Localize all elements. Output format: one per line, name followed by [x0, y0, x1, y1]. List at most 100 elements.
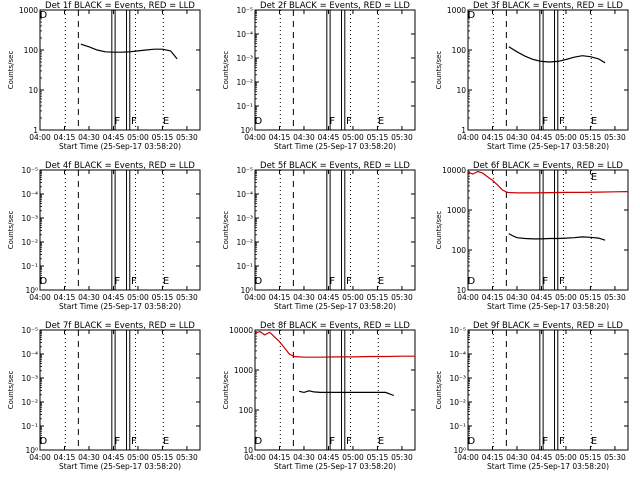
event-marker-label: D — [468, 436, 476, 447]
y-tick-label: 10⁻⁴ — [449, 350, 466, 359]
x-axis-label: Start Time (25-Sep-17 03:58:20) — [274, 462, 396, 471]
x-tick-label: 04:00 — [457, 133, 479, 142]
chart-title: Det 4f BLACK = Events, RED = LLD — [45, 161, 195, 171]
y-tick-label: 1000 — [447, 6, 466, 15]
y-tick-label: 10⁰ — [25, 286, 38, 295]
x-tick-label: 05:15 — [367, 293, 389, 302]
event-marker-label: E — [591, 436, 597, 447]
chart-title: Det 3f BLACK = Events, RED = LLD — [473, 1, 623, 11]
x-tick-label: 05:00 — [555, 453, 577, 462]
event-marker-label: F — [114, 276, 120, 287]
plot-frame — [39, 169, 201, 291]
y-tick-label: 10⁰ — [240, 286, 253, 295]
chart-title: Det 9f BLACK = Events, RED = LLD — [473, 321, 623, 331]
event-marker-label: F — [329, 116, 335, 127]
data-series-line — [80, 43, 178, 60]
y-tick-label: 10⁻² — [21, 238, 38, 247]
data-series-line — [467, 170, 629, 194]
y-axis-label: Counts/sec — [222, 51, 230, 90]
data-series-line — [254, 330, 415, 358]
x-tick-label: 05:00 — [555, 133, 577, 142]
x-tick-label: 04:45 — [103, 453, 125, 462]
x-axis-label: Start Time (25-Sep-17 03:58:20) — [274, 302, 396, 311]
data-series-line — [508, 233, 606, 241]
x-axis-label: Start Time (25-Sep-17 03:58:20) — [487, 462, 609, 471]
x-tick-label: 05:00 — [342, 453, 364, 462]
event-marker-label: F — [131, 116, 137, 127]
y-axis-label: Counts/sec — [7, 211, 15, 250]
x-tick-label: 04:15 — [269, 453, 291, 462]
x-tick-label: 05:30 — [391, 293, 413, 302]
y-tick-label: 10⁻⁵ — [236, 6, 253, 15]
x-tick-label: 04:30 — [293, 293, 315, 302]
x-tick-label: 04:45 — [318, 133, 340, 142]
x-tick-label: 05:15 — [152, 293, 174, 302]
event-marker-label: D — [40, 276, 48, 287]
y-tick-label: 10⁻⁴ — [21, 190, 38, 199]
x-tick-label: 04:00 — [29, 293, 51, 302]
chart-panel: Det 9f BLACK = Events, RED = LLD 10⁰ 10⁻¹ 1… — [435, 321, 629, 471]
x-tick-label: 05:00 — [127, 453, 149, 462]
event-marker-label: F — [346, 436, 352, 447]
event-marker-label: F — [131, 436, 137, 447]
x-tick-label: 05:30 — [176, 293, 198, 302]
x-tick-label: 04:45 — [318, 453, 340, 462]
event-marker-label: F — [542, 276, 548, 287]
event-marker-label: D — [40, 436, 48, 447]
plot-frame — [254, 329, 416, 451]
chart-panel: Det 7f BLACK = Events, RED = LLD 10⁰ 10⁻¹ 1… — [7, 321, 201, 471]
y-tick-label: 1 — [461, 126, 466, 135]
y-tick-label: 10⁻⁵ — [21, 166, 38, 175]
y-tick-label: 10⁻² — [449, 398, 466, 407]
x-tick-label: 04:00 — [29, 453, 51, 462]
x-tick-label: 05:30 — [176, 453, 198, 462]
data-series-line — [508, 46, 606, 64]
y-axis-label: Counts/sec — [222, 211, 230, 250]
chart-panel: Det 8f BLACK = Events, RED = LLD 10 100 100… — [222, 321, 416, 471]
event-marker-label: D — [255, 276, 263, 287]
event-marker-label: F — [114, 436, 120, 447]
x-axis-label: Start Time (25-Sep-17 03:58:20) — [59, 302, 181, 311]
plot-frame — [467, 169, 629, 291]
chart-panel: Det 6f BLACK = Events, RED = LLD 10 100 100… — [435, 161, 629, 311]
y-axis-label: Counts/sec — [7, 51, 15, 90]
plot-frame — [467, 329, 629, 451]
y-tick-label: 100 — [239, 406, 254, 415]
y-tick-label: 10⁰ — [453, 446, 466, 455]
event-marker-label: E — [163, 436, 169, 447]
x-tick-label: 05:00 — [127, 293, 149, 302]
x-tick-label: 04:30 — [78, 453, 100, 462]
y-tick-label: 10⁻¹ — [236, 102, 253, 111]
chart-title: Det 5f BLACK = Events, RED = LLD — [260, 161, 410, 171]
x-tick-label: 04:15 — [54, 133, 76, 142]
y-tick-label: 100 — [452, 46, 467, 55]
chart-panel: Det 5f BLACK = Events, RED = LLD 10⁰ 10⁻¹ 1… — [222, 161, 416, 311]
event-marker-label: F — [542, 116, 548, 127]
event-marker-label: E — [163, 276, 169, 287]
y-tick-label: 10 — [456, 86, 466, 95]
x-tick-label: 04:15 — [54, 453, 76, 462]
y-tick-label: 10⁻⁵ — [236, 166, 253, 175]
y-axis-label: Counts/sec — [435, 51, 443, 90]
x-tick-label: 05:30 — [176, 133, 198, 142]
y-tick-label: 1000 — [19, 6, 38, 15]
x-tick-label: 04:00 — [457, 293, 479, 302]
chart-title: Det 2f BLACK = Events, RED = LLD — [260, 1, 410, 11]
chart-title: Det 8f BLACK = Events, RED = LLD — [260, 321, 410, 331]
y-tick-label: 10⁻² — [21, 398, 38, 407]
x-tick-label: 04:15 — [269, 133, 291, 142]
x-tick-label: 04:30 — [506, 453, 528, 462]
event-marker-label: F — [542, 436, 548, 447]
event-marker-label: F — [559, 276, 565, 287]
chart-panel: Det 4f BLACK = Events, RED = LLD 10⁰ 10⁻¹ 1… — [7, 161, 201, 311]
event-marker-label: D — [255, 116, 263, 127]
x-tick-label: 04:45 — [103, 133, 125, 142]
x-tick-label: 04:30 — [293, 133, 315, 142]
x-tick-label: 04:45 — [531, 293, 553, 302]
y-tick-label: 10⁻¹ — [236, 262, 253, 271]
y-tick-label: 10⁻³ — [236, 214, 253, 223]
chart-title: Det 6f BLACK = Events, RED = LLD — [473, 161, 623, 171]
event-marker-label: E — [591, 172, 597, 183]
x-tick-label: 04:45 — [531, 453, 553, 462]
y-tick-label: 10000 — [442, 166, 466, 175]
